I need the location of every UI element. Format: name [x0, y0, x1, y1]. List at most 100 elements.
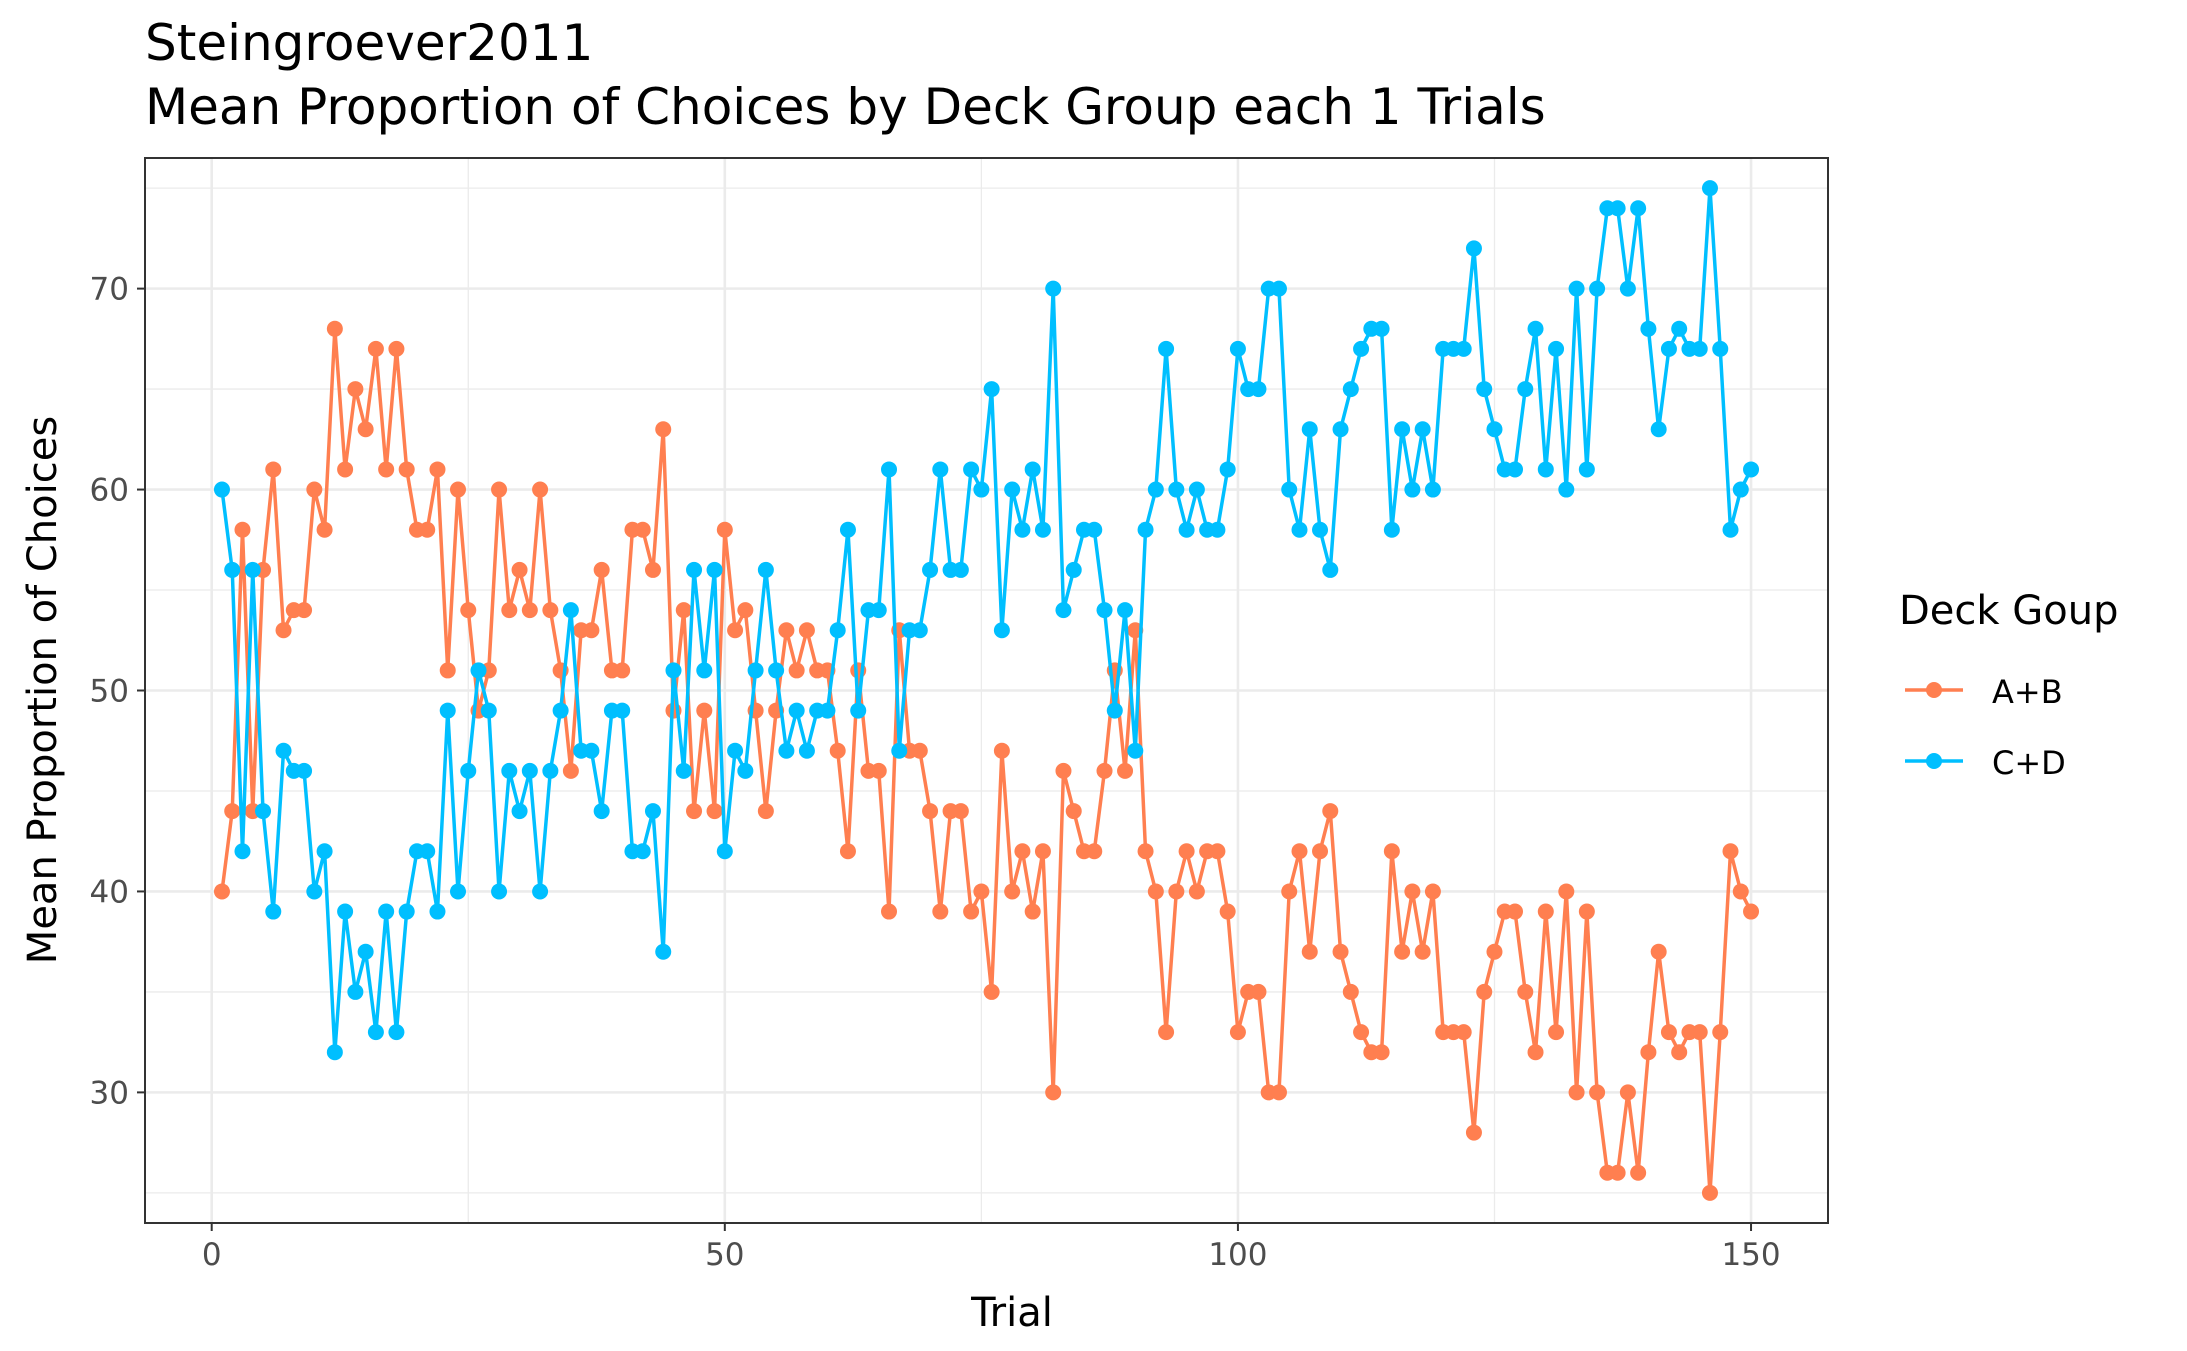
data-point-a-plus-b — [1168, 883, 1185, 900]
data-point-c-plus-d — [1548, 340, 1565, 357]
data-point-c-plus-d — [337, 903, 354, 920]
data-point-c-plus-d — [1455, 340, 1472, 357]
data-point-c-plus-d — [706, 561, 723, 578]
data-point-c-plus-d — [850, 702, 867, 719]
data-point-c-plus-d — [583, 742, 600, 759]
data-point-a-plus-b — [757, 803, 774, 820]
data-point-c-plus-d — [891, 742, 908, 759]
data-point-a-plus-b — [1055, 762, 1072, 779]
data-point-c-plus-d — [1127, 742, 1144, 759]
data-point-c-plus-d — [1578, 461, 1595, 478]
data-point-c-plus-d — [819, 702, 836, 719]
data-point-a-plus-b — [398, 461, 415, 478]
data-point-a-plus-b — [798, 622, 815, 639]
data-point-c-plus-d — [1168, 481, 1185, 498]
legend-marker-c-plus-d — [1926, 753, 1942, 769]
chart-title: Steingroever2011 — [145, 14, 594, 72]
data-point-c-plus-d — [1106, 702, 1123, 719]
data-point-c-plus-d — [450, 883, 466, 900]
data-point-c-plus-d — [357, 943, 374, 960]
data-point-a-plus-b — [952, 803, 969, 820]
data-point-a-plus-b — [1178, 843, 1195, 860]
data-point-c-plus-d — [234, 843, 251, 860]
data-point-a-plus-b — [1732, 883, 1749, 900]
data-point-a-plus-b — [511, 561, 528, 578]
data-point-c-plus-d — [665, 662, 682, 679]
y-tick-label: 70 — [90, 272, 129, 308]
data-point-c-plus-d — [1322, 561, 1339, 578]
data-point-c-plus-d — [870, 602, 887, 619]
data-point-a-plus-b — [1589, 1084, 1606, 1101]
data-point-c-plus-d — [1024, 461, 1041, 478]
data-point-c-plus-d — [788, 702, 805, 719]
data-point-c-plus-d — [973, 481, 990, 498]
data-point-c-plus-d — [798, 742, 815, 759]
data-point-c-plus-d — [1476, 381, 1493, 398]
data-point-c-plus-d — [1178, 521, 1195, 538]
data-point-c-plus-d — [1147, 481, 1164, 498]
data-point-c-plus-d — [1301, 421, 1318, 438]
data-point-a-plus-b — [1086, 843, 1103, 860]
data-point-c-plus-d — [542, 762, 559, 779]
data-point-a-plus-b — [634, 521, 651, 538]
legend: Deck Goup A+B C+D — [1899, 588, 2119, 782]
data-point-c-plus-d — [1188, 481, 1205, 498]
data-point-c-plus-d — [1137, 521, 1154, 538]
x-axis: 0 50 100 150 — [202, 1223, 1781, 1273]
data-point-c-plus-d — [881, 461, 898, 478]
legend-label-a-plus-b: A+B — [1992, 673, 2063, 711]
data-point-a-plus-b — [562, 762, 579, 779]
data-point-c-plus-d — [1332, 421, 1349, 438]
data-point-a-plus-b — [1712, 1024, 1729, 1041]
data-point-c-plus-d — [1086, 521, 1103, 538]
data-point-c-plus-d — [521, 762, 538, 779]
data-point-a-plus-b — [1281, 883, 1298, 900]
data-point-c-plus-d — [296, 762, 313, 779]
data-point-c-plus-d — [1701, 180, 1718, 197]
data-point-c-plus-d — [1250, 381, 1267, 398]
x-axis-label: Trial — [970, 1290, 1053, 1336]
data-point-c-plus-d — [1558, 481, 1575, 498]
data-point-a-plus-b — [983, 983, 1000, 1000]
data-point-c-plus-d — [993, 622, 1010, 639]
data-point-a-plus-b — [1332, 943, 1349, 960]
data-point-c-plus-d — [727, 742, 744, 759]
data-point-a-plus-b — [1558, 883, 1575, 900]
data-point-c-plus-d — [1640, 320, 1657, 337]
data-point-c-plus-d — [552, 702, 569, 719]
data-point-a-plus-b — [1137, 843, 1154, 860]
data-point-a-plus-b — [1322, 803, 1339, 820]
data-point-c-plus-d — [244, 561, 261, 578]
data-point-c-plus-d — [1383, 521, 1400, 538]
data-point-c-plus-d — [1342, 381, 1359, 398]
data-point-a-plus-b — [614, 662, 631, 679]
data-point-c-plus-d — [1291, 521, 1308, 538]
data-point-a-plus-b — [265, 461, 282, 478]
data-point-c-plus-d — [747, 662, 764, 679]
data-point-a-plus-b — [1414, 943, 1431, 960]
data-point-a-plus-b — [306, 481, 323, 498]
data-point-a-plus-b — [542, 602, 559, 619]
data-point-c-plus-d — [1527, 320, 1544, 337]
data-point-c-plus-d — [491, 883, 508, 900]
data-point-c-plus-d — [1034, 521, 1051, 538]
data-point-a-plus-b — [450, 481, 466, 498]
data-point-a-plus-b — [1301, 943, 1318, 960]
data-point-a-plus-b — [316, 521, 333, 538]
data-point-a-plus-b — [1650, 943, 1667, 960]
data-point-a-plus-b — [1045, 1084, 1062, 1101]
data-point-c-plus-d — [1609, 200, 1626, 217]
data-point-c-plus-d — [932, 461, 949, 478]
data-point-c-plus-d — [1117, 602, 1134, 619]
data-point-a-plus-b — [993, 742, 1010, 759]
data-point-a-plus-b — [378, 461, 395, 478]
x-tick-label: 0 — [202, 1237, 222, 1273]
data-point-a-plus-b — [1640, 1044, 1657, 1061]
data-point-c-plus-d — [388, 1024, 405, 1041]
data-point-c-plus-d — [1660, 340, 1677, 357]
data-point-a-plus-b — [716, 521, 733, 538]
data-point-a-plus-b — [337, 461, 354, 478]
data-point-c-plus-d — [686, 561, 703, 578]
y-tick-label: 40 — [90, 874, 129, 910]
data-point-a-plus-b — [1476, 983, 1493, 1000]
